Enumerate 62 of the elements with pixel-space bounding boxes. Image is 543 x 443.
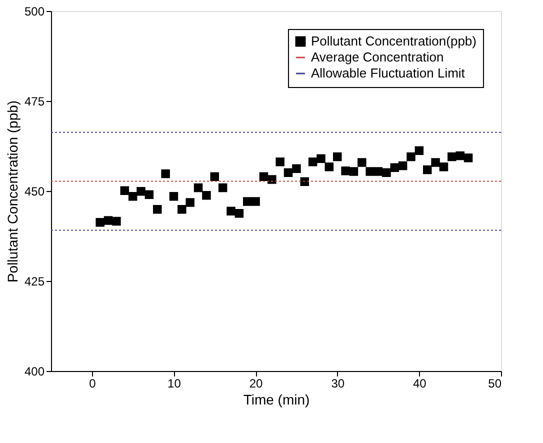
point [242,197,252,206]
point [414,146,424,156]
x-tick-label: 40 [413,376,427,390]
point [186,198,194,207]
y-tick-label: 450 [24,184,45,198]
point [96,218,104,227]
point [358,158,366,167]
point [390,163,400,172]
point [276,157,284,166]
point [152,204,162,214]
x-tick-label: 50 [488,376,502,390]
point [284,168,293,178]
point [120,186,130,196]
point [210,172,220,181]
x-tick-label: 0 [89,376,96,390]
point [332,152,342,162]
point [316,154,326,163]
point [300,177,310,186]
x-tick-label: 30 [331,376,345,390]
point [341,166,350,176]
point [259,172,268,181]
point [128,192,138,201]
point [169,192,178,201]
point [324,162,334,172]
point [366,167,374,176]
point [398,161,408,170]
point [202,190,211,200]
x-tick-label: 10 [168,376,182,390]
y-axis-title: Pollutant Concentration (ppb) [4,100,20,283]
x-tick-label: 20 [249,376,264,390]
legend-label: Allowable Fluctuation Limit [311,66,466,80]
point [234,208,244,218]
point [382,168,391,178]
y-tick-label: 400 [24,364,45,378]
point [456,151,464,160]
point [431,158,440,167]
point [439,162,448,172]
point [406,152,416,162]
legend-label: Pollutant Concentration(ppb) [311,34,476,48]
point [161,169,170,178]
point [422,165,432,174]
point [268,175,276,184]
point [308,157,318,166]
point [218,183,228,192]
point [112,216,121,226]
point [178,204,186,214]
point [144,190,154,199]
point [292,164,301,174]
y-tick-label: 425 [24,274,45,288]
legend-label: Average Concentration [311,50,444,64]
point [251,197,260,206]
y-tick-label: 475 [24,94,45,108]
point [374,167,383,176]
point [194,183,203,192]
y-tick-label: 500 [24,4,45,18]
point [448,152,456,162]
point [464,154,473,162]
point [226,206,236,216]
x-axis-title: Time (min) [243,392,310,408]
point [104,216,113,225]
point [136,186,146,196]
point [349,167,358,176]
